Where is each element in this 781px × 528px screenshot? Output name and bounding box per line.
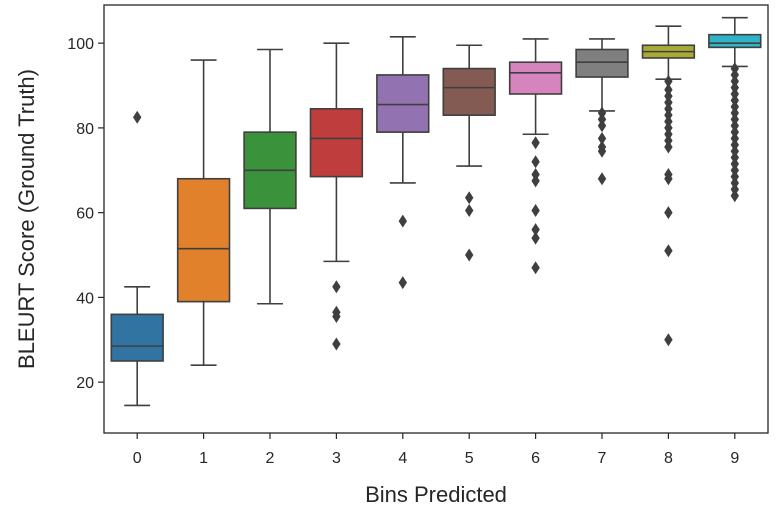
x-tick-label: 4 [398, 450, 407, 467]
box-5 [442, 44, 496, 262]
x-tick-label: 7 [598, 450, 607, 467]
box-3 [309, 42, 364, 351]
outlier-point [664, 140, 673, 154]
y-tick-label: 100 [67, 36, 94, 53]
box-0 [110, 110, 164, 407]
outlier-point [465, 204, 474, 218]
outlier-point [664, 206, 673, 220]
y-tick-label: 40 [76, 290, 94, 307]
box-iqr [309, 108, 364, 178]
outlier-point [465, 248, 474, 262]
outlier-point [531, 223, 540, 237]
box-9 [708, 16, 762, 203]
box-iqr [376, 74, 430, 133]
y-axis: 20 40 60 80 100 [67, 36, 104, 392]
box-6 [508, 38, 563, 275]
box-7 [575, 38, 629, 186]
box-8 [641, 25, 696, 347]
outlier-point [133, 110, 142, 124]
x-tick-label: 1 [199, 450, 208, 467]
outlier-point [531, 231, 540, 245]
x-tick-label: 9 [730, 450, 739, 467]
outlier-point [664, 244, 673, 258]
y-tick-label: 60 [76, 206, 94, 223]
outlier-point [597, 172, 607, 186]
outlier-point [664, 74, 673, 88]
box-1 [176, 59, 231, 366]
outlier-point [597, 131, 607, 145]
outlier-point [398, 214, 407, 228]
x-tick-label: 6 [531, 450, 540, 467]
outlier-point [597, 119, 607, 133]
x-axis-label: Bins Predicted [365, 482, 507, 507]
outlier-point [398, 276, 407, 290]
x-tick-label: 3 [332, 450, 341, 467]
x-tick-label: 2 [266, 450, 275, 467]
plot-frame [103, 4, 769, 434]
box-4 [376, 35, 430, 290]
outlier-point [332, 309, 341, 323]
outlier-point [531, 155, 540, 169]
box-iqr [442, 67, 496, 116]
x-axis: 0 1 2 3 4 5 6 7 8 9 [133, 433, 739, 467]
outlier-point [332, 280, 341, 294]
y-tick-label: 20 [76, 375, 94, 392]
box-group [110, 16, 762, 407]
outlier-point [730, 189, 739, 203]
y-axis-label: BLEURT Score (Ground Truth) [14, 69, 39, 369]
outlier-point [597, 144, 607, 158]
x-tick-label: 5 [465, 450, 474, 467]
outlier-point [664, 172, 673, 186]
outlier-point [531, 136, 540, 150]
x-tick-label: 8 [664, 450, 673, 467]
y-tick-label: 80 [76, 121, 94, 138]
outlier-point [664, 333, 673, 347]
box-iqr [110, 313, 164, 362]
outlier-point [531, 204, 540, 218]
x-tick-label: 0 [133, 450, 142, 467]
box-2 [243, 48, 297, 305]
box-iqr [176, 177, 231, 303]
box-iqr [708, 33, 762, 49]
box-iqr [508, 61, 563, 95]
outlier-point [332, 337, 341, 351]
outlier-point [465, 191, 474, 205]
outlier-point [531, 174, 540, 188]
box-iqr [575, 48, 629, 78]
outlier-point [531, 261, 540, 275]
